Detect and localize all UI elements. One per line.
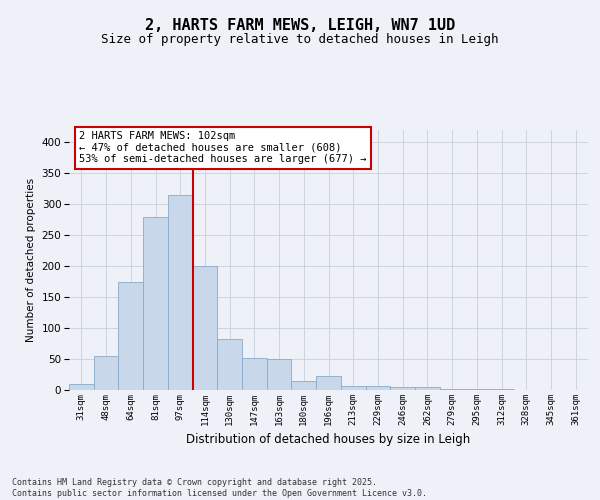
Bar [365, 386, 390, 390]
Bar [292, 380, 316, 390]
Bar [217, 339, 242, 390]
Bar [267, 359, 292, 390]
Bar [69, 384, 94, 390]
Text: 2, HARTS FARM MEWS, LEIGH, WN7 1UD: 2, HARTS FARM MEWS, LEIGH, WN7 1UD [145, 18, 455, 32]
Bar [242, 358, 267, 390]
Bar [143, 216, 168, 390]
Text: 2 HARTS FARM MEWS: 102sqm
← 47% of detached houses are smaller (608)
53% of semi: 2 HARTS FARM MEWS: 102sqm ← 47% of detac… [79, 132, 367, 164]
Text: Contains HM Land Registry data © Crown copyright and database right 2025.
Contai: Contains HM Land Registry data © Crown c… [12, 478, 427, 498]
Bar [193, 266, 217, 390]
Bar [341, 386, 365, 390]
Bar [390, 387, 415, 390]
X-axis label: Distribution of detached houses by size in Leigh: Distribution of detached houses by size … [187, 434, 470, 446]
Y-axis label: Number of detached properties: Number of detached properties [26, 178, 36, 342]
Bar [316, 376, 341, 390]
Bar [118, 282, 143, 390]
Bar [440, 389, 464, 390]
Bar [168, 195, 193, 390]
Bar [94, 356, 118, 390]
Bar [415, 387, 440, 390]
Text: Size of property relative to detached houses in Leigh: Size of property relative to detached ho… [101, 32, 499, 46]
